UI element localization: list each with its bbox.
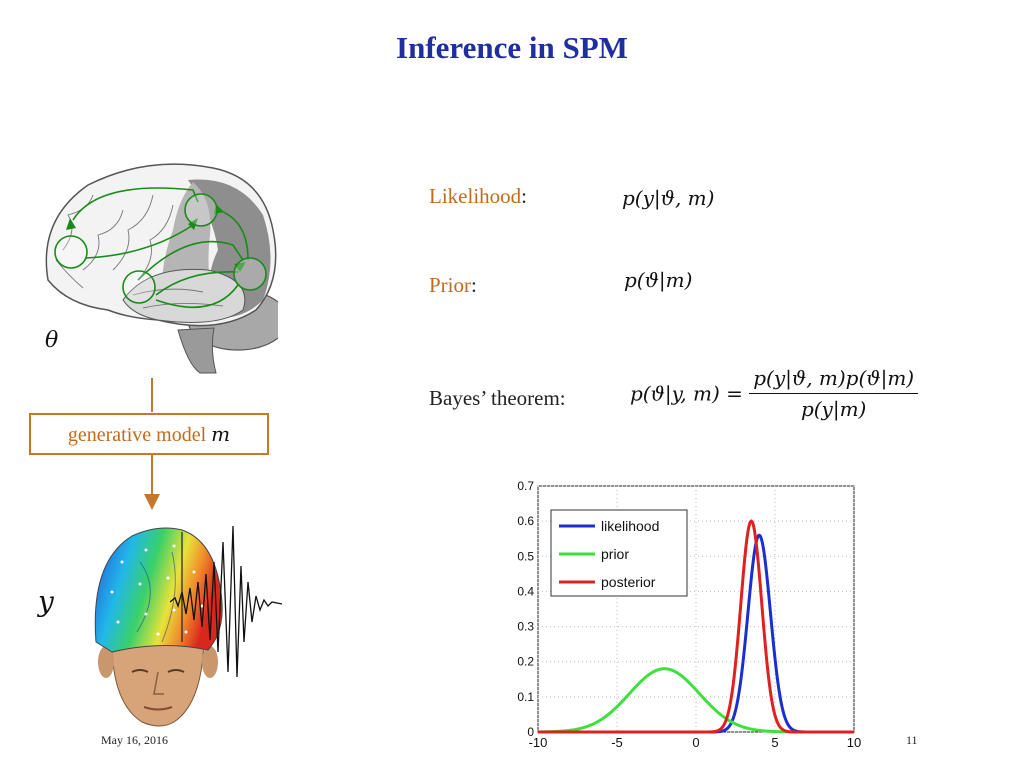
bayes-formula: p(ϑ|y, m) = p(y|ϑ, m)p(ϑ|m) p(y|m)	[630, 366, 919, 421]
y-tick-label: 0.7	[517, 479, 534, 493]
legend-label-posterior: posterior	[601, 574, 656, 590]
bayes-lhs: p(ϑ|y, m) =	[630, 381, 743, 406]
y-tick-label: 0.4	[517, 584, 534, 598]
x-tick-label: 5	[771, 735, 778, 750]
prior-row: Prior:	[429, 273, 477, 298]
eeg-waveform	[170, 525, 282, 678]
generative-model-label: generative model	[67, 424, 212, 446]
x-tick-label: 0	[692, 735, 699, 750]
prior-colon: :	[471, 273, 477, 297]
footer-date: May 16, 2016	[101, 733, 168, 747]
generative-arrow	[144, 378, 160, 510]
likelihood-colon: :	[521, 184, 527, 208]
y-tick-label: 0.6	[517, 514, 534, 528]
likelihood-row: Likelihood:	[429, 184, 527, 209]
legend-label-likelihood: likelihood	[601, 518, 659, 534]
likelihood-formula: p(y|ϑ, m)	[622, 186, 715, 210]
y-tick-label: 0	[527, 725, 534, 739]
y-symbol: y	[38, 585, 54, 618]
chart-ticks: -10 -5 0 5 10 0 0.1 0.2 0.3 0.4 0.5 0.6 0.7	[517, 479, 861, 750]
prior-formula: p(ϑ|m)	[624, 268, 693, 292]
likelihood-label: Likelihood	[429, 184, 522, 208]
chart-legend: likelihood prior posterior	[550, 509, 688, 597]
generative-model-box: generative model m	[29, 413, 269, 455]
bayes-numerator: p(y|ϑ, m)p(ϑ|m)	[749, 366, 919, 394]
y-tick-label: 0.3	[517, 620, 534, 634]
theta-symbol: θ	[45, 328, 59, 353]
page-number: 11	[906, 733, 918, 747]
legend-label-prior: prior	[601, 546, 629, 562]
x-tick-label: -10	[529, 735, 548, 750]
bayes-denominator: p(y|m)	[800, 397, 867, 421]
prior-label: Prior	[429, 273, 471, 297]
brain-illustration	[45, 163, 278, 374]
y-tick-label: 0.1	[517, 690, 534, 704]
eeg-head-illustration	[94, 527, 223, 727]
bayes-fraction: p(y|ϑ, m)p(ϑ|m) p(y|m)	[749, 366, 919, 421]
y-tick-label: 0.5	[517, 549, 534, 563]
model-symbol: m	[211, 422, 231, 446]
x-tick-label: 10	[847, 735, 861, 750]
page-title: Inference in SPM	[396, 30, 628, 65]
chart-series	[537, 519, 854, 734]
x-tick-label: -5	[611, 735, 623, 750]
distribution-chart: -10 -5 0 5 10 0 0.1 0.2 0.3 0.4 0.5 0.6 0.7 likeliho…	[517, 479, 861, 750]
y-tick-label: 0.2	[517, 655, 534, 669]
bayes-label: Bayes’ theorem:	[429, 386, 566, 410]
series-line-posterior	[538, 519, 854, 734]
